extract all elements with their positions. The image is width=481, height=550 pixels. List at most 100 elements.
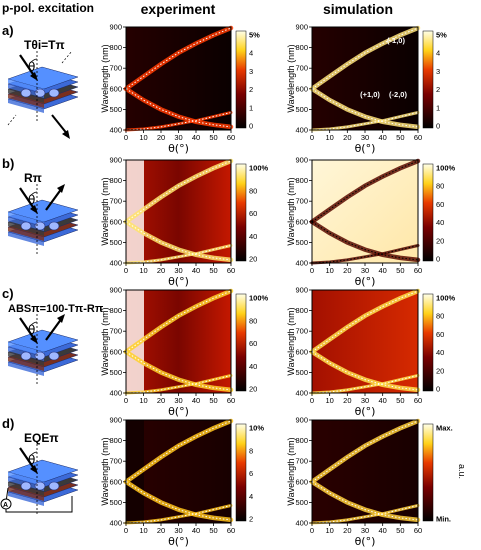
y-tick-label: 700 xyxy=(295,457,308,466)
colorbar-unit-label: a.u. xyxy=(457,464,467,479)
diffracted-line xyxy=(7,114,17,126)
y-tick-label: 800 xyxy=(109,43,122,52)
y-tick-label: 700 xyxy=(109,197,122,206)
x-tick-label: 10 xyxy=(139,396,147,405)
grating-bump xyxy=(34,88,46,98)
y-tick-label: 700 xyxy=(109,327,122,336)
grating-bump xyxy=(48,88,60,98)
colorbar-tick-label: 6 xyxy=(249,469,253,478)
device-layer-side xyxy=(8,362,44,376)
dispersion-line xyxy=(311,375,419,394)
dispersion-line xyxy=(311,481,419,521)
colorbar-tick-label: 4 xyxy=(436,49,440,58)
ammeter-label: A xyxy=(3,502,8,509)
x-tick-label: 20 xyxy=(343,526,351,535)
row-quantity-label: Tθi=Tπ xyxy=(24,38,65,52)
incident-arrow-head xyxy=(30,72,38,81)
x-tick-label: 30 xyxy=(361,266,369,275)
circuit-wire xyxy=(5,487,73,513)
grating-bump xyxy=(34,351,46,361)
y-tick-label: 500 xyxy=(295,368,308,377)
y-tick-label: 400 xyxy=(295,259,308,268)
colorbar-tick-label: 80 xyxy=(436,182,444,191)
colorbar-tick-label: 100% xyxy=(436,294,456,303)
colorbar xyxy=(235,163,247,262)
y-tick-label: 500 xyxy=(295,105,308,114)
x-tick-label: 30 xyxy=(361,396,369,405)
y-tick-label: 600 xyxy=(109,477,122,486)
colorbar-tick-label: 100% xyxy=(249,164,269,173)
y-tick-label: 800 xyxy=(295,43,308,52)
y-tick-label: 900 xyxy=(295,23,308,32)
y-axis-label: Wavelength (nm) xyxy=(286,44,296,112)
header-left: p-pol. excitation xyxy=(2,1,94,15)
dispersion-line xyxy=(311,245,419,264)
dispersion-line xyxy=(311,221,419,261)
x-tick-label: 40 xyxy=(378,526,386,535)
y-tick-label: 900 xyxy=(109,286,122,295)
x-tick-label: 60 xyxy=(414,526,422,535)
colorbar-tick-label: 0 xyxy=(436,122,440,131)
x-tick-label: 0 xyxy=(124,133,128,142)
y-axis-label: Wavelength (nm) xyxy=(100,307,110,375)
device-layer-side xyxy=(8,227,44,241)
x-tick-label: 60 xyxy=(227,396,235,405)
row-quantity-label: Rπ xyxy=(24,171,42,185)
x-tick-label: 0 xyxy=(310,526,314,535)
ammeter-icon xyxy=(0,498,12,510)
dispersion-line xyxy=(125,160,232,223)
x-axis-label: θ(°) xyxy=(355,275,376,288)
x-axis-label: θ(°) xyxy=(168,142,189,155)
colorbar-tick-label: 40 xyxy=(249,232,257,241)
device-layer-side xyxy=(8,94,44,108)
dispersion-line xyxy=(311,88,419,128)
x-axis-label: θ(°) xyxy=(355,405,376,418)
x-tick-label: 40 xyxy=(192,266,200,275)
dispersion-line xyxy=(311,351,419,391)
x-tick-label: 40 xyxy=(192,133,200,142)
y-tick-label: 700 xyxy=(295,327,308,336)
column-title-simulation: simulation xyxy=(323,1,393,17)
mode-annotation: (-2,0) xyxy=(389,90,407,99)
x-tick-label: 10 xyxy=(325,133,333,142)
y-tick-label: 600 xyxy=(109,347,122,356)
y-tick-label: 600 xyxy=(295,347,308,356)
y-tick-label: 700 xyxy=(109,64,122,73)
row-quantity-label: EQEπ xyxy=(24,431,59,445)
y-tick-label: 900 xyxy=(295,156,308,165)
device-layer-side xyxy=(8,232,44,246)
dispersion-line xyxy=(311,505,419,524)
incident-arrow-head xyxy=(30,465,38,474)
theta-symbol: θ xyxy=(28,60,35,74)
x-axis-label: θ(°) xyxy=(355,142,376,155)
colorbar-tick-label: 1 xyxy=(249,103,253,112)
colorbar-tick-label: 100% xyxy=(249,294,269,303)
y-tick-label: 600 xyxy=(295,84,308,93)
y-axis-label: Wavelength (nm) xyxy=(286,307,296,375)
x-tick-label: 10 xyxy=(139,133,147,142)
dispersion-line xyxy=(125,481,232,521)
grating-bump xyxy=(48,221,60,231)
colorbar-tick-label: 0 xyxy=(436,385,440,394)
y-tick-label: 700 xyxy=(109,457,122,466)
y-tick-label: 500 xyxy=(109,498,122,507)
x-tick-label: 20 xyxy=(157,133,165,142)
theta-symbol: θ xyxy=(28,323,35,337)
x-tick-label: 50 xyxy=(396,526,404,535)
x-tick-label: 60 xyxy=(227,133,235,142)
colorbar-tick-label: 1 xyxy=(436,103,440,112)
dispersion-line xyxy=(311,27,419,90)
y-tick-label: 800 xyxy=(109,176,122,185)
x-tick-label: 40 xyxy=(378,133,386,142)
masked-region xyxy=(126,420,144,523)
theta-symbol: θ xyxy=(28,453,35,467)
dispersion-line xyxy=(125,27,232,90)
incident-arrow-head xyxy=(30,205,38,214)
colorbar-tick-label: 3 xyxy=(249,67,253,76)
